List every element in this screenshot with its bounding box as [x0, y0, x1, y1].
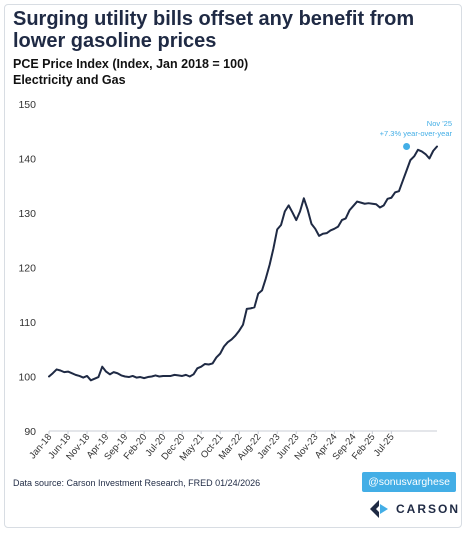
annotation-point — [403, 143, 411, 151]
chart-subtitle: PCE Price Index (Index, Jan 2018 = 100) … — [13, 56, 248, 88]
carson-logo-icon — [370, 500, 388, 518]
series-line — [48, 145, 438, 382]
carson-logo: CARSON — [368, 498, 460, 520]
subtitle-line-2: Electricity and Gas — [13, 73, 126, 87]
series-layer — [48, 145, 438, 382]
social-handle-text: @sonusvarghese — [368, 476, 450, 488]
annotation: Nov '25+7.3% year-over-year — [380, 119, 453, 151]
chart-card — [4, 4, 462, 528]
social-handle-badge[interactable]: @sonusvarghese — [362, 472, 456, 492]
y-tick-label: 120 — [18, 263, 36, 275]
annotation-yoy: +7.3% year-over-year — [380, 129, 453, 138]
y-tick-label: 90 — [24, 426, 36, 438]
y-tick-label: 110 — [19, 317, 36, 329]
y-tick-label: 140 — [18, 154, 36, 166]
x-tick-label: Jul-25 — [372, 432, 397, 459]
y-tick-label: 150 — [18, 99, 36, 111]
subtitle-line-1: PCE Price Index (Index, Jan 2018 = 100) — [13, 57, 249, 71]
y-tick-label: 130 — [18, 208, 36, 220]
title-text: Surging utility bills offset any benefit… — [13, 8, 415, 52]
y-tick-label: 100 — [18, 372, 36, 384]
page-title: Surging utility bills offset any benefit… — [13, 8, 453, 52]
data-source-note: Data source: Carson Investment Research,… — [13, 478, 261, 488]
axes: 90100110120130140150Jan-18Jun-18Nov-18Ap… — [18, 99, 437, 463]
logo-wordmark: CARSON — [396, 502, 461, 516]
annotation-date: Nov '25 — [427, 119, 452, 128]
